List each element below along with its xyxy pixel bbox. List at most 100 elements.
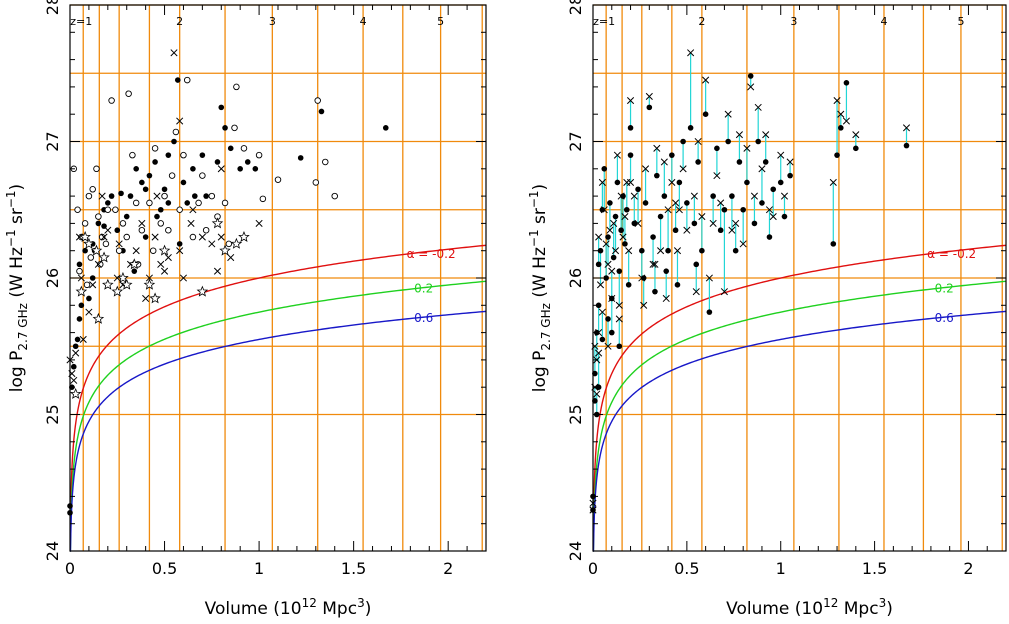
data-point-cross xyxy=(724,110,732,118)
data-point-cross xyxy=(89,281,97,289)
data-point-filled xyxy=(762,159,769,165)
data-point-cross xyxy=(72,349,80,357)
x-tick-label: 1.5 xyxy=(862,559,887,578)
data-point-open xyxy=(119,220,127,227)
data-point-filled xyxy=(70,363,77,370)
data-point-filled xyxy=(640,275,647,281)
data-point-filled xyxy=(142,186,149,193)
data-point-open xyxy=(172,128,180,136)
data-point-cross xyxy=(115,240,123,248)
data-point-filled xyxy=(627,152,634,158)
data-point-cross xyxy=(255,219,263,227)
data-point-filled xyxy=(171,138,177,145)
data-point-cross xyxy=(595,233,603,241)
data-point-filled xyxy=(595,261,602,268)
data-point-star xyxy=(92,312,105,324)
data-point-filled xyxy=(152,159,158,165)
model-curve-red xyxy=(592,244,1007,552)
y-tick-label: 27 xyxy=(43,131,62,151)
data-point-cross xyxy=(653,144,661,152)
data-point-filled xyxy=(154,213,160,220)
data-point-cross xyxy=(747,83,755,91)
data-point-open xyxy=(208,192,216,200)
data-point-cross xyxy=(602,240,610,248)
data-point-cross xyxy=(142,294,150,303)
redshift-label: z=1 xyxy=(593,15,615,28)
data-point-filled xyxy=(710,193,716,199)
data-point-filled xyxy=(82,247,88,254)
data-point-cross xyxy=(189,206,197,214)
data-point-filled xyxy=(853,145,859,152)
data-point-cross xyxy=(100,233,108,241)
data-point-star xyxy=(128,258,141,270)
data-point-filled xyxy=(127,193,134,199)
data-point-open xyxy=(112,206,119,213)
data-point-open xyxy=(240,145,248,152)
data-point-star xyxy=(219,244,231,256)
data-point-star xyxy=(111,285,124,297)
y-tick-label: 27 xyxy=(566,131,585,151)
data-point-filled xyxy=(663,268,670,274)
data-point-cross xyxy=(160,267,169,275)
data-point-cross xyxy=(735,131,743,139)
data-point-filled xyxy=(642,200,649,206)
data-point-cross xyxy=(176,117,184,125)
data-point-filled xyxy=(691,220,698,227)
data-point-cross xyxy=(615,301,623,309)
data-point-filled xyxy=(603,275,609,281)
data-point-open xyxy=(149,247,157,254)
data-point-cross xyxy=(717,199,725,207)
data-point-cross xyxy=(626,178,635,187)
data-point-cross xyxy=(606,226,614,234)
data-point-open xyxy=(312,179,320,186)
data-point-filled xyxy=(89,275,96,281)
data-point-filled xyxy=(72,343,79,350)
data-point-cross xyxy=(227,253,235,262)
data-point-cross xyxy=(842,117,850,125)
data-point-filled xyxy=(605,234,611,240)
data-point-cross xyxy=(852,131,860,139)
data-point-cross xyxy=(649,260,657,268)
y-axis-label: log P2.7 GHz (W Hz−1 sr−1) xyxy=(527,184,553,392)
data-point-cross xyxy=(208,240,216,248)
data-point-filled xyxy=(787,172,793,179)
data-point-filled xyxy=(623,206,630,213)
data-point-filled xyxy=(639,247,645,254)
data-point-open xyxy=(314,97,321,104)
data-point-filled xyxy=(721,206,728,213)
data-point-open xyxy=(85,192,93,200)
data-point-cross xyxy=(651,260,659,268)
data-point-cross xyxy=(640,301,648,309)
data-point-filled xyxy=(631,220,638,227)
redshift-label: 4 xyxy=(880,15,887,28)
x-tick-label: 0 xyxy=(65,559,75,578)
data-point-open xyxy=(259,195,267,203)
y-tick-label: 24 xyxy=(566,541,585,561)
data-point-filled xyxy=(595,302,602,309)
left-panel: z=1 2 3 4 5 α = -0.2 0.2 0.6 0 0.5 1 1.5 2 24 25 26 27 28… xyxy=(4,0,487,619)
data-point-star xyxy=(230,237,243,249)
data-point-filled xyxy=(650,234,656,240)
data-point-cross xyxy=(709,219,717,227)
data-point-cross xyxy=(98,192,106,200)
data-point-cross xyxy=(765,206,774,214)
data-point-star xyxy=(238,230,250,242)
data-point-star xyxy=(117,271,129,283)
data-point-filled xyxy=(652,288,658,295)
data-point-filled xyxy=(759,200,765,206)
data-point-filled xyxy=(227,145,234,152)
curve-label-green: 0.2 xyxy=(935,282,954,296)
redshift-label: 2 xyxy=(176,15,183,28)
x-tick-label: 1 xyxy=(776,559,786,578)
data-point-cross xyxy=(630,192,638,200)
data-point-filled xyxy=(76,316,83,322)
right-panel: z=1 2 3 4 5 α = -0.2 0.2 0.6 0 0.5 1 1.5 2 24 25 26 27 28… xyxy=(527,0,1007,619)
data-point-open xyxy=(108,97,115,104)
data-point-cross xyxy=(170,49,178,57)
redshift-label: z=1 xyxy=(70,15,92,28)
data-point-filled xyxy=(622,241,628,247)
data-point-filled xyxy=(599,206,606,213)
data-point-cross xyxy=(611,247,620,255)
data-point-open xyxy=(102,240,110,248)
y-tick-label: 28 xyxy=(43,0,62,15)
